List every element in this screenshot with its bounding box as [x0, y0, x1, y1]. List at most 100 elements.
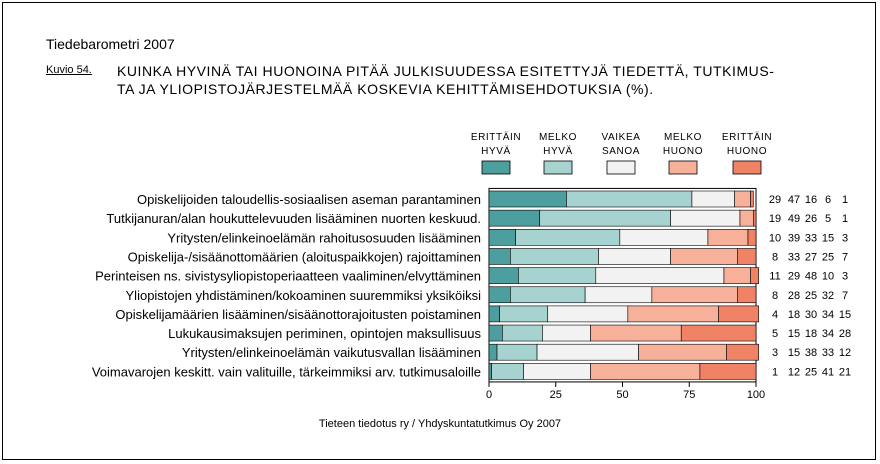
bar-segment: [518, 267, 597, 284]
value-label: 12: [788, 366, 800, 378]
value-label: 18: [788, 309, 800, 321]
value-label: 1: [772, 366, 778, 378]
value-label: 10: [769, 232, 781, 244]
value-label: 8: [772, 251, 778, 263]
value-label: 19: [769, 213, 781, 225]
bar-segment: [680, 324, 757, 342]
legend-label: HYVÄ: [481, 145, 511, 157]
bar-segment: [488, 267, 519, 284]
bar-segment: [523, 363, 591, 380]
value-label: 5: [825, 213, 831, 225]
value-label: 16: [805, 194, 817, 206]
bar-segment: [750, 267, 759, 284]
value-label: 21: [839, 366, 851, 378]
source-note: Tieteen tiedotus ry / Yhdyskuntatutkimus…: [318, 418, 562, 430]
bar-segment: [488, 209, 541, 227]
bar-segment: [491, 363, 525, 380]
bar-segment: [750, 190, 754, 208]
value-label: 47: [788, 194, 800, 206]
bar-segment: [590, 363, 701, 380]
value-label: 34: [822, 309, 834, 321]
legend-swatch: [481, 160, 511, 175]
value-label: 5: [772, 328, 778, 340]
chart-title-line-1: KUINKA HYVINÄ TAI HUONOINA PITÄÄ JULKISU…: [117, 63, 775, 79]
bar-segment: [638, 343, 727, 361]
legend-label: ERITTÄIN: [722, 131, 772, 143]
bar-segment: [726, 343, 759, 361]
value-label: 15: [788, 328, 800, 340]
bar-segment: [539, 209, 671, 227]
category-label: Opiskelijoiden taloudellis-sosiaalisen a…: [137, 192, 481, 207]
legend-label: MELKO: [539, 132, 577, 143]
x-tick-label: 75: [683, 389, 695, 401]
category-label: Lukukausimaksujen periminen, opintojen m…: [168, 326, 481, 341]
bar-segment: [734, 190, 751, 208]
value-label: 15: [839, 309, 851, 321]
category-label: Yritysten/elinkeinoelämän rahoitusosuude…: [167, 230, 481, 245]
bar-segment: [670, 209, 741, 227]
bar-segment: [718, 305, 759, 323]
value-label: 49: [788, 213, 800, 225]
x-tick-label: 25: [550, 389, 562, 401]
legend-swatch: [543, 160, 573, 175]
bar-segment: [590, 324, 682, 342]
value-label: 30: [805, 309, 817, 321]
category-label: Opiskelijamäärien lisääminen/sisäänottor…: [115, 307, 481, 322]
category-label: Tutkijanuran/alan houkuttelevuuden lisää…: [106, 211, 481, 226]
bar-segment: [566, 190, 693, 208]
value-label: 26: [805, 213, 817, 225]
legend-label: VAIKEA: [602, 132, 641, 143]
value-label: 6: [825, 194, 831, 206]
bar-segment: [691, 190, 735, 208]
value-label: 28: [839, 328, 851, 340]
category-label: Yliopistojen yhdistäminen/kokoaminen suu…: [126, 288, 482, 303]
bar-segment: [595, 267, 725, 284]
value-label: 39: [788, 232, 800, 244]
bar-segment: [747, 229, 757, 246]
legend-label: SANOA: [602, 146, 640, 157]
value-label: 48: [805, 271, 817, 283]
bar-segment: [723, 267, 751, 284]
bar-segment: [515, 229, 621, 246]
value-label: 28: [788, 290, 800, 302]
value-label: 29: [769, 194, 781, 206]
value-label: 15: [822, 232, 834, 244]
value-label: 7: [842, 290, 848, 302]
legend-label: HYVÄ: [543, 145, 573, 157]
x-tick-label: 50: [616, 389, 628, 401]
bar-segment: [619, 229, 709, 246]
value-label: 4: [772, 309, 778, 321]
bar-segment: [510, 248, 599, 265]
legend-swatch: [668, 160, 698, 175]
value-label: 11: [769, 271, 780, 283]
report-title: Tiedebarometri 2007: [46, 36, 175, 52]
value-label: 15: [788, 347, 800, 359]
legend-label: MELKO: [664, 132, 702, 143]
bar-segment: [488, 229, 517, 246]
bar-segment: [670, 248, 738, 265]
bar-segment: [536, 343, 639, 361]
value-label: 3: [842, 232, 848, 244]
bar-segment: [488, 248, 511, 265]
bar-segment: [547, 305, 629, 323]
value-label: 7: [842, 251, 848, 263]
bar-segment: [753, 209, 757, 227]
legend-label: HUONO: [663, 146, 703, 157]
value-label: 10: [822, 271, 834, 283]
category-label: Voimavarojen keskitt. vain valituille, t…: [92, 364, 481, 379]
value-label: 8: [772, 290, 778, 302]
value-label: 1: [842, 194, 848, 206]
bar-segment: [488, 190, 567, 208]
bar-segment: [488, 305, 500, 323]
bar-segment: [699, 363, 757, 380]
value-label: 41: [822, 366, 834, 378]
bar-segment: [598, 248, 671, 265]
figure-label: Kuvio 54.: [46, 64, 92, 76]
value-label: 29: [788, 271, 800, 283]
bar-segment: [584, 286, 653, 304]
bar-segment: [488, 324, 503, 342]
bar-segment: [499, 305, 549, 323]
value-label: 12: [839, 347, 851, 359]
value-label: 33: [805, 232, 817, 244]
